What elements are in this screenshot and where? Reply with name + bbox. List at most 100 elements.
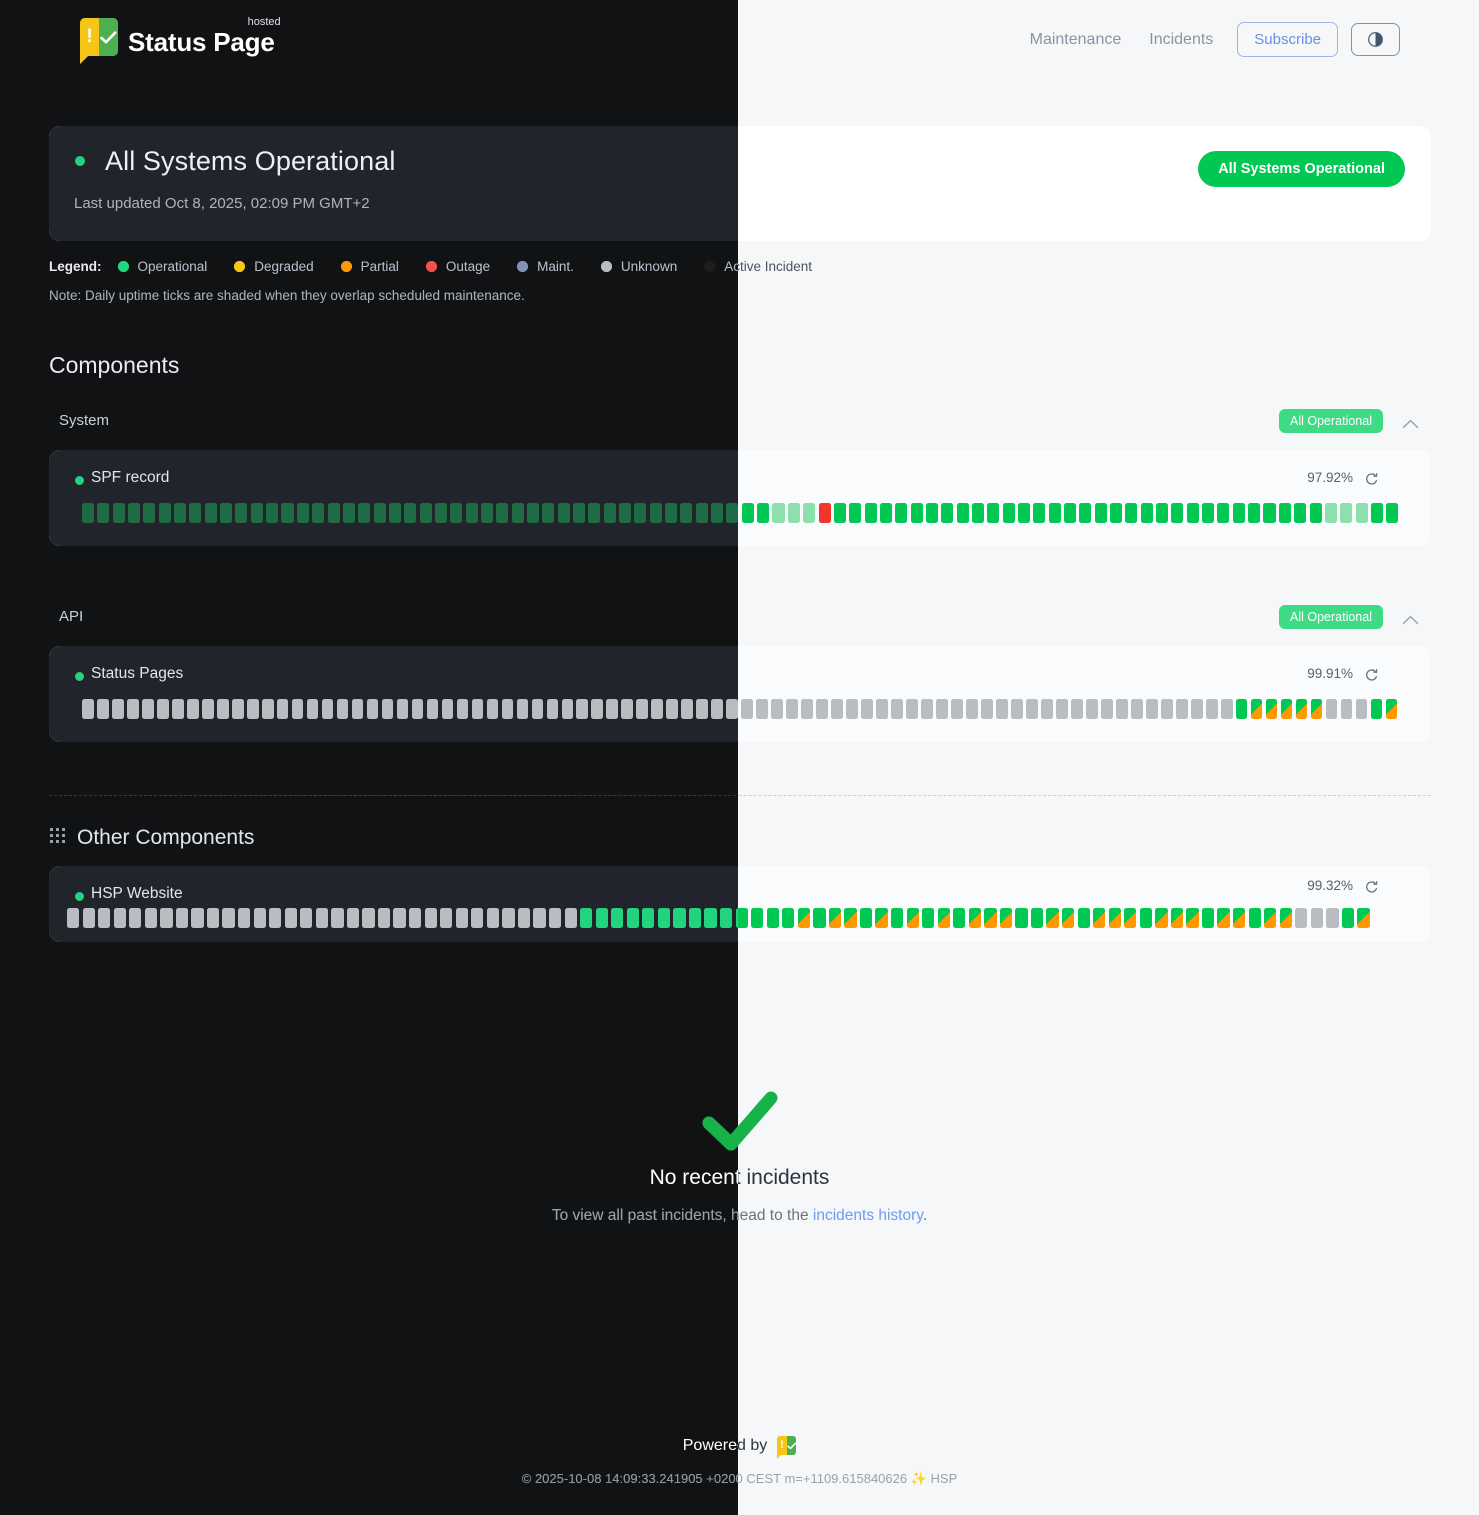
uptime-tick[interactable] [486,699,499,719]
uptime-tick[interactable] [576,699,589,719]
uptime-tick[interactable] [486,908,500,928]
uptime-tick[interactable] [97,503,110,523]
uptime-tick[interactable] [651,699,664,719]
uptime-tick[interactable] [1385,699,1398,719]
uptime-tick[interactable] [175,908,189,928]
uptime-tick[interactable] [306,699,319,719]
uptime-tick[interactable] [751,908,764,928]
uptime-tick[interactable] [719,908,733,928]
uptime-tick[interactable] [548,908,562,928]
uptime-tick[interactable] [377,908,391,928]
uptime-tick[interactable] [580,908,593,928]
uptime-tick[interactable] [1190,699,1203,719]
uptime-tick[interactable] [603,503,616,523]
uptime-tick[interactable] [312,503,325,523]
uptime-tick[interactable] [1108,908,1121,928]
uptime-tick[interactable] [1130,699,1143,719]
uptime-tick[interactable] [533,908,546,928]
uptime-tick[interactable] [987,503,1000,523]
uptime-tick[interactable] [1310,699,1323,719]
uptime-tick[interactable] [502,908,515,928]
uptime-tick[interactable] [128,503,141,523]
uptime-tick[interactable] [231,699,244,719]
uptime-tick[interactable] [657,908,671,928]
group-status-badge[interactable]: All Operational [1279,605,1383,629]
chevron-up-icon[interactable] [1402,416,1419,434]
uptime-tick[interactable] [158,503,171,523]
uptime-tick[interactable] [1217,908,1230,928]
uptime-tick[interactable] [595,908,608,928]
uptime-tick[interactable] [82,503,95,523]
uptime-tick[interactable] [1355,503,1368,523]
uptime-tick[interactable] [542,503,555,523]
uptime-tick[interactable] [876,699,888,719]
uptime-tick[interactable] [951,699,963,719]
uptime-tick[interactable] [480,503,493,523]
uptime-tick[interactable] [291,699,304,719]
uptime-tick[interactable] [1310,908,1323,928]
uptime-tick[interactable] [531,699,544,719]
uptime-tick[interactable] [82,908,95,928]
uptime-tick[interactable] [611,908,624,928]
uptime-tick[interactable] [456,699,469,719]
group-status-badge[interactable]: All Operational [1279,409,1383,433]
uptime-tick[interactable] [455,908,468,928]
uptime-tick[interactable] [246,699,259,719]
uptime-tick[interactable] [1070,699,1083,719]
uptime-tick[interactable] [67,908,80,928]
uptime-tick[interactable] [393,908,406,928]
uptime-tick[interactable] [1079,503,1092,523]
uptime-tick[interactable] [171,699,184,719]
uptime-tick[interactable] [816,699,828,719]
uptime-tick[interactable] [619,503,632,523]
uptime-tick[interactable] [711,699,724,719]
uptime-tick[interactable] [1160,699,1173,719]
nav-link-incidents[interactable]: Incidents [1149,30,1214,48]
uptime-tick[interactable] [801,699,813,719]
nav-link-maintenance[interactable]: Maintenance [1029,30,1122,48]
uptime-tick[interactable] [373,503,386,523]
uptime-tick[interactable] [261,699,274,719]
uptime-tick[interactable] [895,503,908,523]
uptime-tick[interactable] [925,503,938,523]
uptime-tick[interactable] [220,503,233,523]
uptime-tick[interactable] [1265,699,1278,719]
status-badge[interactable]: All Systems Operational [1198,151,1405,187]
uptime-tick[interactable] [250,503,263,523]
uptime-tick[interactable] [1055,699,1068,719]
uptime-tick[interactable] [1124,908,1137,928]
uptime-tick[interactable] [696,699,709,719]
uptime-tick[interactable] [1033,503,1046,523]
uptime-tick[interactable] [1155,908,1168,928]
uptime-tick[interactable] [1325,699,1338,719]
uptime-tick[interactable] [1041,699,1053,719]
uptime-tick[interactable] [419,503,432,523]
uptime-tick[interactable] [711,503,724,523]
uptime-tick[interactable] [922,908,935,928]
uptime-tick[interactable] [906,699,918,719]
uptime-tick[interactable] [642,908,655,928]
uptime-tick[interactable] [1205,699,1218,719]
uptime-tick[interactable] [756,699,768,719]
uptime-tick[interactable] [971,503,984,523]
uptime-tick[interactable] [849,503,862,523]
uptime-tick[interactable] [1263,503,1276,523]
uptime-tick[interactable] [269,908,282,928]
uptime-tick[interactable] [879,503,892,523]
uptime-tick[interactable] [649,503,662,523]
uptime-tick[interactable] [1248,908,1261,928]
uptime-tick[interactable] [591,699,604,719]
uptime-tick[interactable] [253,908,266,928]
uptime-tick[interactable] [160,908,173,928]
uptime-tick[interactable] [1145,699,1158,719]
uptime-tick[interactable] [787,503,800,523]
uptime-tick[interactable] [1278,503,1291,523]
uptime-tick[interactable] [984,908,997,928]
uptime-tick[interactable] [191,908,204,928]
uptime-tick[interactable] [284,908,297,928]
uptime-tick[interactable] [434,503,447,523]
uptime-tick[interactable] [216,699,229,719]
uptime-tick[interactable] [1186,908,1199,928]
uptime-tick[interactable] [1201,908,1215,928]
uptime-tick[interactable] [358,503,371,523]
